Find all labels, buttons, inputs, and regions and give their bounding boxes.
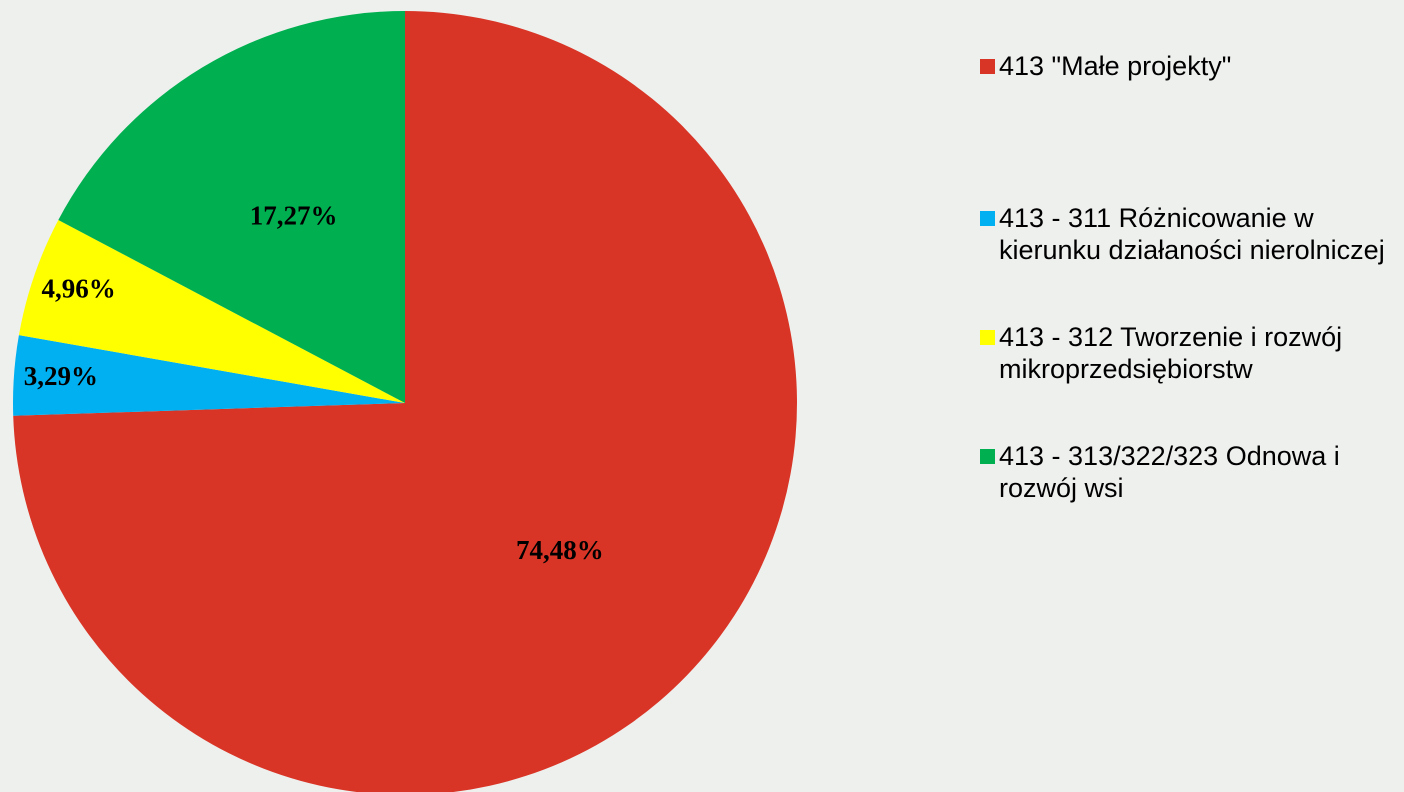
legend-label: 413 - 313/322/323 Odnowa i rozwój wsi xyxy=(999,441,1340,503)
legend: 413 "Małe projekty" 413 - 311 Różnicowani… xyxy=(980,50,1400,504)
legend-swatch xyxy=(980,330,995,345)
pie-slice xyxy=(18,220,405,403)
legend-label: 413 - 311 Różnicowanie w kierunku działa… xyxy=(999,203,1385,265)
legend-item: 413 "Małe projekty" xyxy=(980,50,1400,82)
legend-label: 413 "Małe projekty" xyxy=(999,51,1232,81)
legend-label: 413 - 312 Tworzenie i rozwój mikroprzeds… xyxy=(999,322,1343,384)
legend-swatch xyxy=(980,59,995,74)
legend-swatch xyxy=(980,211,995,226)
pie-slice xyxy=(13,11,797,792)
pie-slice xyxy=(13,335,406,416)
pie-slice xyxy=(58,11,405,403)
legend-item: 413 - 312 Tworzenie i rozwój mikroprzeds… xyxy=(980,321,1400,385)
legend-swatch xyxy=(980,449,995,464)
data-label: 3,29% xyxy=(24,361,98,391)
data-label: 74,48% xyxy=(516,535,604,565)
legend-item: 413 - 313/322/323 Odnowa i rozwój wsi xyxy=(980,440,1400,504)
legend-item: 413 - 311 Różnicowanie w kierunku działa… xyxy=(980,202,1400,266)
data-label: 4,96% xyxy=(42,273,116,303)
data-label: 17,27% xyxy=(250,201,338,231)
